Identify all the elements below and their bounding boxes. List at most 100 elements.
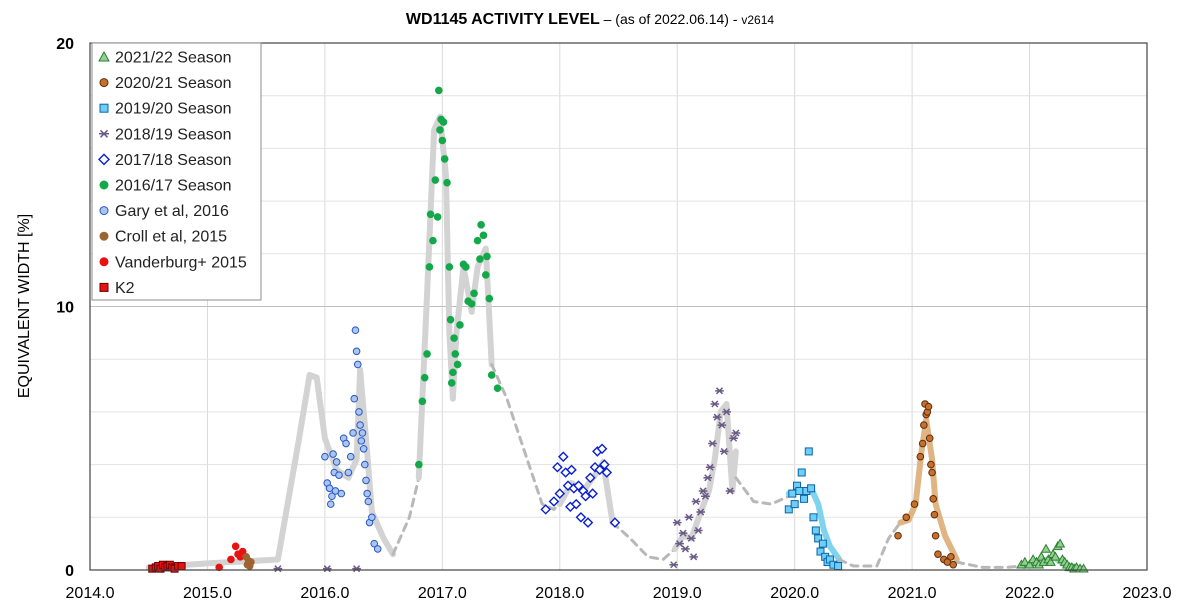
legend-marker-2020-21-season [99, 78, 109, 88]
data-point-2017-18-season [562, 480, 574, 491]
data-point-2016-17-season [446, 315, 455, 324]
data-point-gary-et-al-2016 [326, 500, 335, 508]
series-2016-17-season [415, 86, 502, 469]
chart-title-line: WD1145 ACTIVITY LEVEL – (as of 2022.06.1… [406, 11, 774, 28]
legend-label-2021-22-season: 2021/22 Season [115, 50, 232, 67]
x-tick-label: 2023.0 [1123, 585, 1172, 602]
data-point-gary-et-al-2016 [368, 513, 376, 522]
legend-marker-2018-19-season [99, 129, 109, 138]
data-point-2018-19-season [715, 387, 724, 395]
data-point-gary-et-al-2016 [351, 326, 360, 335]
data-point-2018-19-season [729, 434, 738, 442]
data-point-2020-21-season [931, 531, 940, 540]
data-point-gary-et-al-2016 [357, 437, 366, 445]
legend-label-gary-et-al-2016: Gary et al, 2016 [115, 203, 229, 220]
data-point-2017-18-season [596, 443, 608, 455]
data-point-2021-22-season [1019, 556, 1031, 566]
grid-layer [90, 43, 1147, 570]
data-point-2016-17-season [470, 289, 478, 298]
data-point-2018-19-season [722, 408, 731, 416]
data-point-2016-17-season [462, 263, 470, 271]
series-2018-19-season [273, 387, 741, 573]
data-point-2019-20-season [790, 500, 799, 509]
data-point-2021-22-season [1050, 551, 1061, 561]
data-point-2016-17-season [467, 300, 476, 308]
x-tick-label: 2015.0 [183, 585, 232, 602]
data-point-2020-21-season [920, 421, 928, 429]
x-tick-label: 2021.0 [888, 585, 937, 602]
legend-marker-2017-18-season [98, 153, 110, 166]
data-point-gary-et-al-2016 [370, 539, 379, 548]
chart-title: WD1145 ACTIVITY LEVEL [406, 11, 600, 28]
legend-label-2019-20-season: 2019/20 Season [115, 101, 232, 118]
legend-label-2016-17-season: 2016/17 Season [115, 178, 232, 195]
legend-label-2017-18-season: 2017/18 Season [115, 152, 232, 169]
legend-marker-2016-17-season [99, 180, 109, 190]
data-point-2017-18-season [540, 504, 551, 515]
data-point-2018-19-season [678, 529, 688, 537]
data-point-2016-17-season [477, 221, 485, 229]
data-point-2016-17-season [440, 155, 449, 163]
data-point-2018-19-season [696, 508, 706, 516]
data-point-gary-et-al-2016 [358, 429, 367, 437]
data-point-2016-17-season [451, 350, 460, 358]
data-point-2018-19-season [710, 400, 720, 408]
data-point-2018-19-season [672, 519, 682, 527]
series-croll-et-al-2015 [242, 553, 255, 570]
data-point-2017-18-season [599, 459, 610, 470]
data-point-2018-19-season [681, 545, 690, 553]
data-point-2020-21-season [910, 500, 919, 508]
x-tick-label: 2018.0 [535, 585, 584, 602]
legend-marker-vanderburg-2015 [99, 257, 109, 267]
data-point-2017-18-season [552, 461, 563, 473]
data-point-2016-17-season [476, 255, 484, 263]
data-point-2020-21-season [916, 452, 925, 461]
legend: 2021/22 Season 2020/21 Season 2019/20 Seas… [91, 42, 262, 301]
data-point-2020-21-season [918, 439, 927, 448]
data-point-2019-20-season [788, 489, 797, 498]
trend-line [415, 113, 495, 481]
data-point-2020-21-season [894, 531, 902, 540]
data-point-2017-18-season [548, 496, 560, 507]
data-point-2018-19-season [717, 421, 727, 429]
data-point-gary-et-al-2016 [356, 421, 364, 429]
data-point-2016-17-season [420, 373, 429, 382]
chart-version: v2614 [741, 13, 774, 27]
data-point-2017-18-season [587, 488, 598, 499]
data-point-2018-19-season [352, 565, 361, 573]
series-vanderburg-2015 [215, 542, 247, 572]
data-point-2019-20-season [795, 486, 804, 495]
legend-marker-2019-20-season [99, 103, 109, 113]
data-point-2016-17-season [473, 236, 482, 245]
data-point-k2 [177, 562, 186, 571]
data-point-gary-et-al-2016 [362, 476, 370, 485]
x-tick-label: 2016.0 [300, 585, 349, 602]
data-point-gary-et-al-2016 [361, 460, 369, 469]
data-point-2018-19-season [687, 534, 696, 542]
trend-line [671, 401, 739, 552]
data-point-2021-22-season [1040, 543, 1052, 553]
legend-marker-croll-et-al-2015 [99, 231, 109, 241]
data-point-2020-21-season [930, 510, 939, 519]
trend-line [391, 476, 421, 556]
data-point-2020-21-season [947, 553, 955, 561]
data-point-2020-21-season [902, 513, 911, 522]
x-tick-label: 2019.0 [653, 585, 702, 602]
data-point-2018-19-season [694, 526, 703, 535]
data-point-2016-17-season [436, 126, 444, 134]
data-point-2019-20-season [784, 505, 793, 514]
data-point-gary-et-al-2016 [335, 471, 343, 479]
data-point-2018-19-season [698, 487, 708, 495]
data-point-2016-17-season [481, 271, 490, 279]
trend-line [837, 521, 902, 568]
data-point-2021-22-season [1045, 556, 1056, 566]
data-point-2019-20-season [814, 534, 823, 543]
data-point-2020-21-season [949, 560, 958, 569]
data-point-2018-19-season [712, 413, 722, 421]
data-point-2016-17-season [487, 371, 496, 379]
data-point-2016-17-season [443, 178, 451, 187]
data-point-2016-17-season [418, 397, 427, 406]
data-point-2017-18-season [573, 480, 584, 491]
